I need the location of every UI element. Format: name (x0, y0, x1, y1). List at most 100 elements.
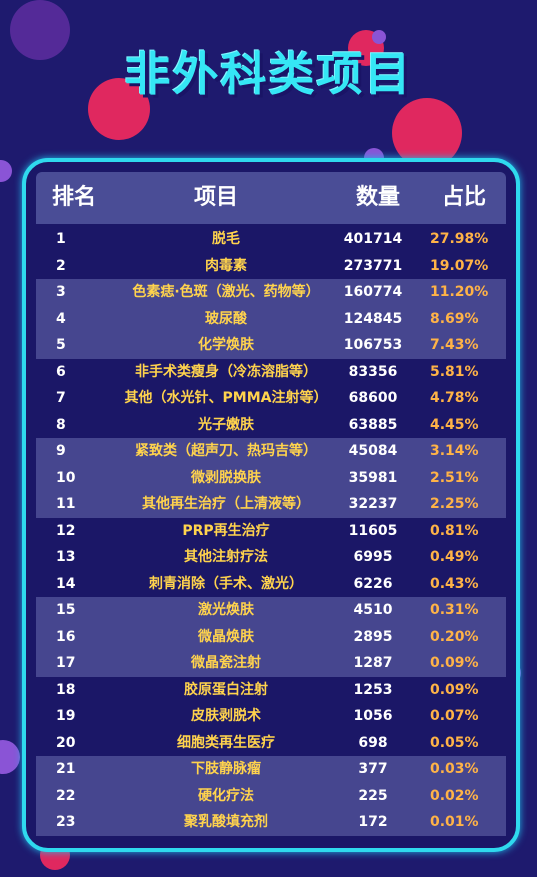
table-cell-rank: 1 (56, 231, 66, 247)
table-cell-item: 细胞类再生医疗 (177, 734, 275, 751)
table-cell-count: 68600 (348, 390, 398, 406)
table-cell-pct: 2.51% (430, 469, 479, 486)
table-cell-count: 2895 (353, 628, 393, 645)
row-band (36, 438, 506, 518)
table-cell-item: 肉毒素 (205, 257, 247, 274)
table-cell-pct: 19.07% (430, 257, 489, 274)
header-rank: 排名 (52, 185, 97, 210)
table-cell-rank: 8 (56, 416, 66, 433)
table-cell-pct: 0.49% (430, 549, 479, 565)
row-band (36, 597, 506, 677)
table-cell-rank: 23 (56, 814, 76, 830)
header-item: 项目 (194, 185, 239, 210)
ranking-table-panel: 排名 项目 数量 占比 1 脱毛 401714 27.98% 2 肉毒素 273771 19.… (22, 158, 520, 852)
table-cell-rank: 22 (56, 787, 76, 804)
table-cell-item: 聚乳酸填充剂 (184, 814, 268, 830)
table-cell-count: 63885 (348, 416, 398, 433)
header-count: 数量 (356, 185, 401, 210)
table-cell-pct: 0.81% (430, 522, 479, 539)
table-cell-pct: 4.78% (430, 390, 479, 406)
table-cell-count: 45084 (348, 443, 398, 459)
table-cell-rank: 5 (56, 337, 66, 353)
table-cell-count: 32237 (348, 496, 398, 512)
table-cell-item: 化学焕肤 (198, 337, 254, 353)
table-cell-count: 401714 (343, 231, 403, 247)
table-cell-count: 225 (358, 787, 388, 804)
table-cell-rank: 7 (56, 390, 66, 406)
table-cell-count: 1287 (353, 655, 393, 671)
decor-dot (0, 740, 20, 774)
table-cell-count: 4510 (353, 602, 393, 618)
table-cell-item: 其他（水光针、PMMA注射等） (124, 390, 328, 406)
table-cell-item: 微晶瓷注射 (191, 655, 261, 671)
table-cell-item: 微剥脱换肤 (191, 469, 261, 486)
table-cell-item: 皮肤剥脱术 (191, 708, 261, 724)
table-cell-count: 698 (358, 734, 388, 751)
table-cell-pct: 0.20% (430, 628, 479, 645)
table-cell-item: PRP再生治疗 (182, 522, 270, 539)
table-cell-pct: 0.01% (430, 814, 479, 830)
table-cell-rank: 11 (56, 496, 76, 512)
table-cell-rank: 10 (56, 469, 76, 486)
table-cell-count: 11605 (348, 522, 398, 539)
table-cell-item: 光子嫩肤 (198, 416, 254, 433)
table-cell-item: 激光焕肤 (198, 602, 254, 618)
table-cell-rank: 3 (56, 284, 66, 300)
table-cell-rank: 13 (56, 549, 76, 565)
table-cell-rank: 9 (56, 443, 66, 459)
table-cell-count: 35981 (348, 469, 398, 486)
table-cell-rank: 4 (56, 310, 66, 327)
table-cell-item: 其他注射疗法 (184, 549, 268, 565)
table-cell-rank: 19 (56, 708, 76, 724)
table-cell-pct: 0.07% (430, 708, 479, 724)
table-cell-item: 紧致类（超声刀、热玛吉等） (135, 443, 317, 459)
table-cell-pct: 0.43% (430, 575, 479, 592)
table-cell-item: 下肢静脉瘤 (191, 761, 261, 777)
table-cell-item: 硬化疗法 (198, 787, 254, 804)
table-cell-item: 微晶焕肤 (198, 628, 254, 645)
table-cell-pct: 8.69% (430, 310, 479, 327)
decor-dot (372, 30, 386, 44)
decor-dot (88, 78, 150, 140)
table-cell-pct: 0.09% (430, 655, 479, 671)
table-cell-pct: 11.20% (430, 284, 489, 300)
table-cell-count: 106753 (343, 337, 403, 353)
table-cell-rank: 16 (56, 628, 76, 645)
table-header: 排名 项目 数量 占比 (36, 172, 506, 224)
table-cell-pct: 0.05% (430, 734, 479, 751)
table-cell-count: 1056 (353, 708, 393, 724)
table-cell-pct: 0.02% (430, 787, 479, 804)
table-cell-pct: 27.98% (430, 231, 489, 247)
table-cell-item: 玻尿酸 (205, 310, 247, 327)
decor-dot (10, 0, 70, 60)
decor-dot (0, 160, 12, 182)
table-cell-count: 6995 (353, 549, 393, 565)
table-cell-rank: 20 (56, 734, 76, 751)
table-cell-count: 6226 (353, 575, 393, 592)
table-cell-item: 色素痣·色斑（激光、药物等） (132, 284, 320, 300)
table-cell-pct: 0.03% (430, 761, 479, 777)
table-cell-item: 胶原蛋白注射 (184, 681, 268, 698)
table-cell-item: 非手术类瘦身（冷冻溶脂等） (135, 363, 317, 380)
table-cell-pct: 4.45% (430, 416, 479, 433)
row-band (36, 279, 506, 359)
table-cell-rank: 17 (56, 655, 76, 671)
row-band (36, 756, 506, 836)
table-cell-pct: 7.43% (430, 337, 479, 353)
table-cell-count: 124845 (343, 310, 403, 327)
table-cell-count: 377 (358, 761, 388, 777)
table-cell-rank: 6 (56, 363, 66, 380)
header-pct: 占比 (442, 185, 487, 210)
table-cell-count: 273771 (343, 257, 403, 274)
table-cell-rank: 14 (56, 575, 76, 592)
table-cell-item: 脱毛 (212, 231, 240, 247)
table-cell-pct: 3.14% (430, 443, 479, 459)
table-cell-pct: 0.09% (430, 681, 479, 698)
table-cell-count: 160774 (343, 284, 403, 300)
table-cell-item: 刺青消除（手术、激光） (149, 575, 303, 592)
table-cell-count: 172 (358, 814, 388, 830)
table-cell-pct: 2.25% (430, 496, 479, 512)
table-cell-rank: 12 (56, 522, 76, 539)
table-cell-pct: 5.81% (430, 363, 479, 380)
table-cell-rank: 21 (56, 761, 76, 777)
